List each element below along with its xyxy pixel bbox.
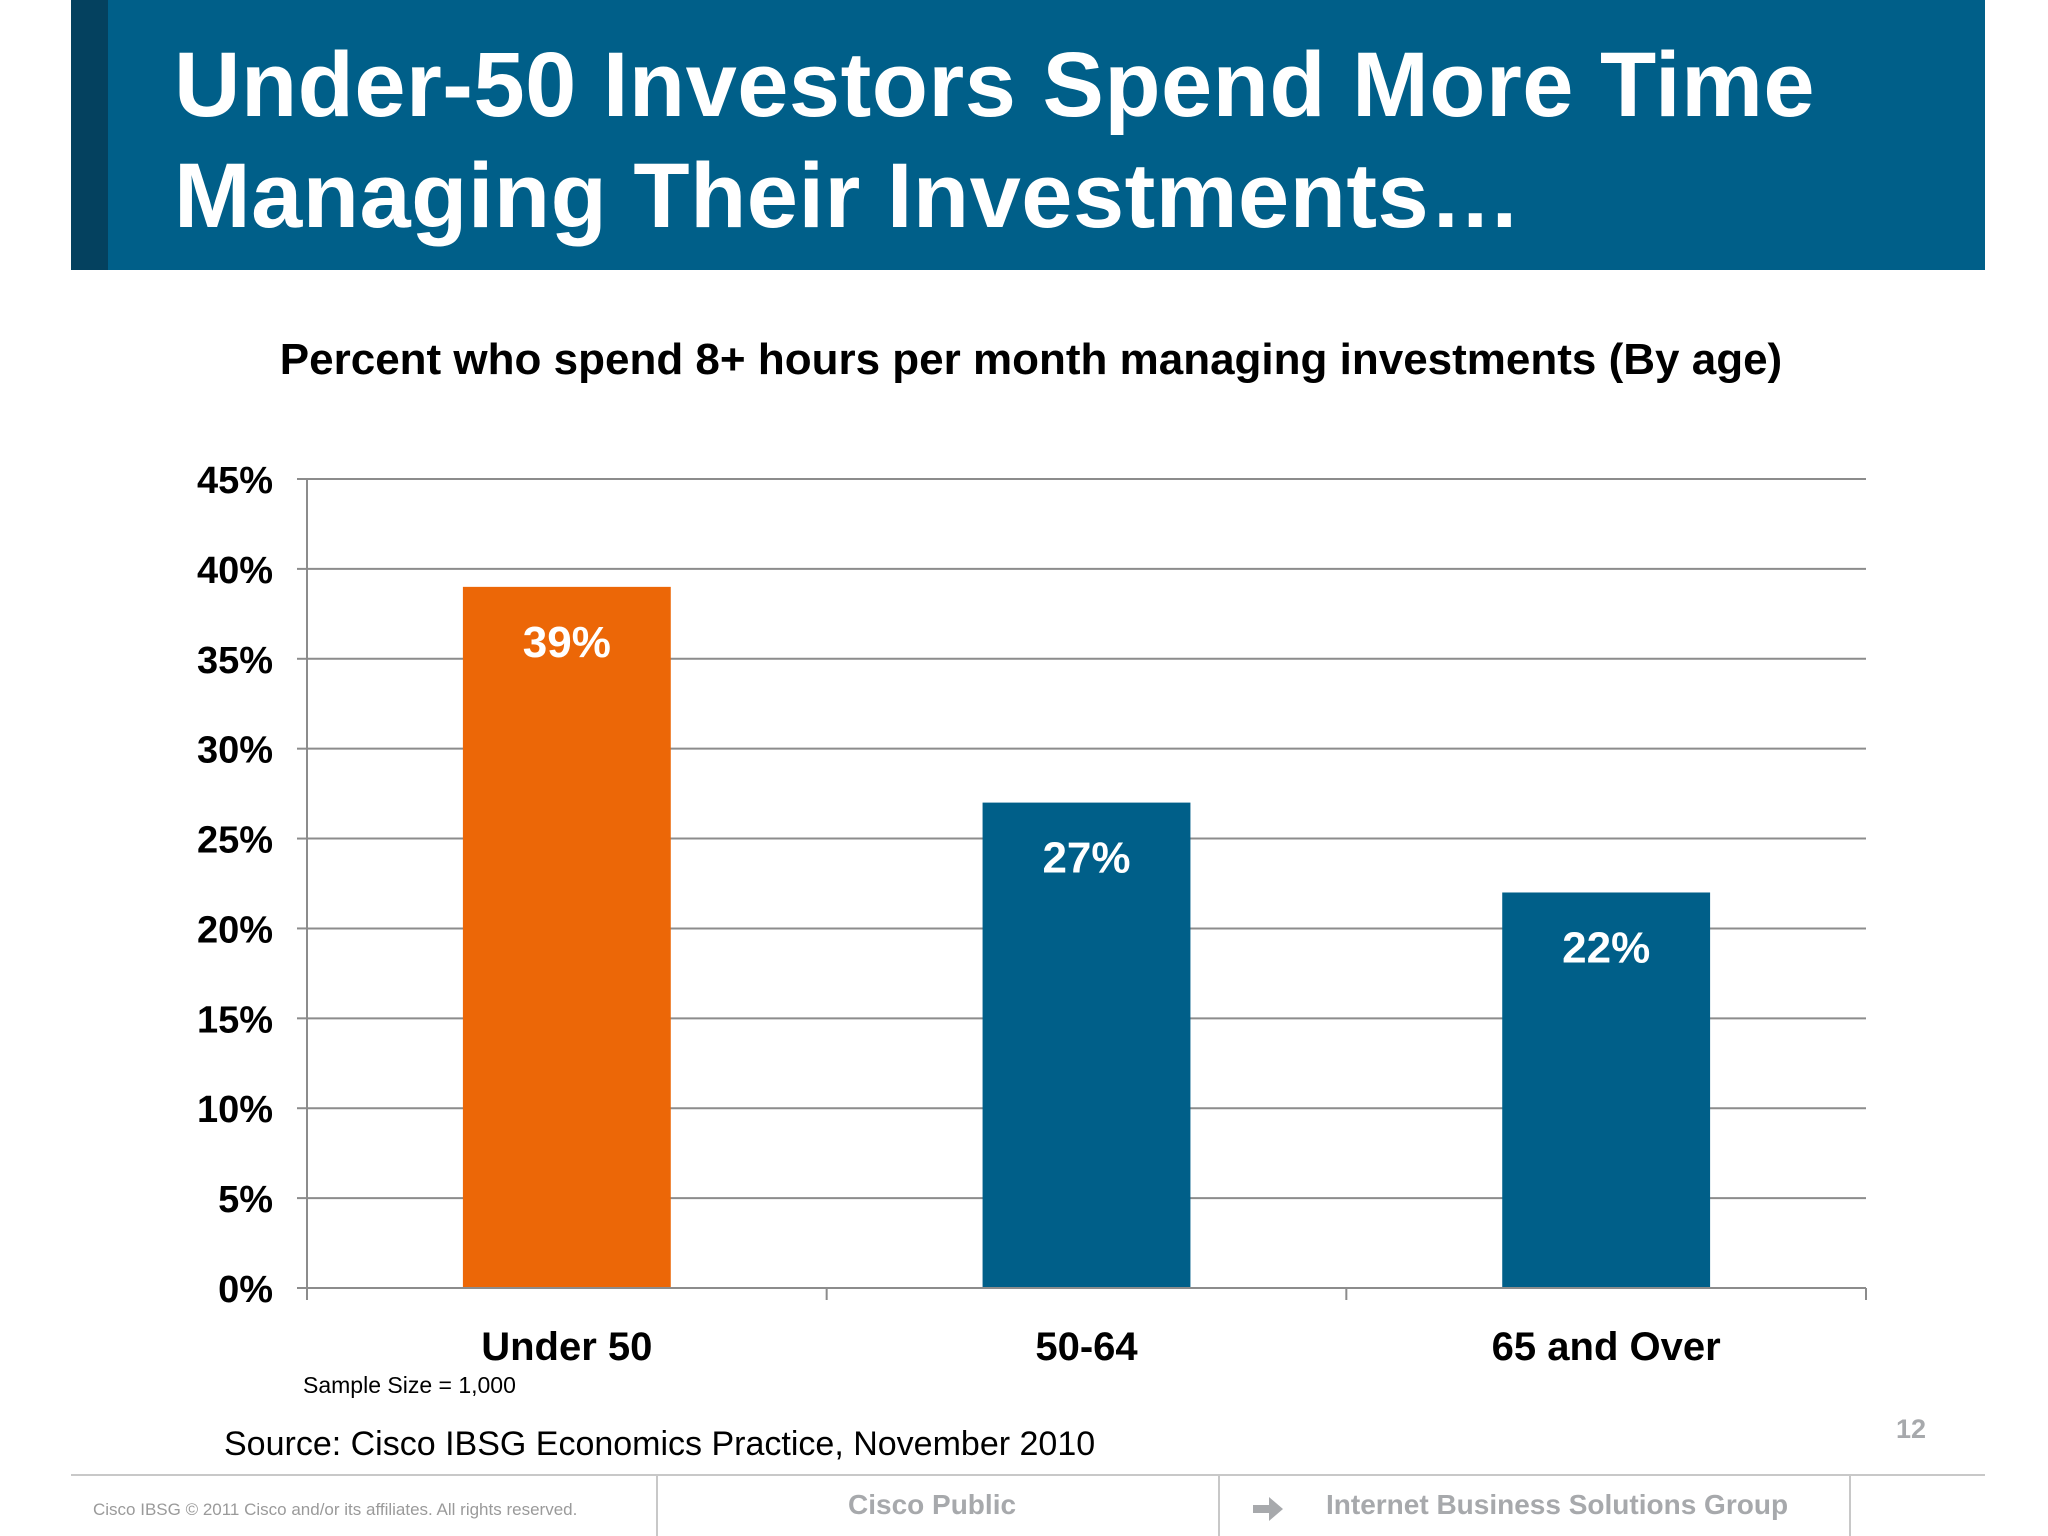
footer-divider [71,1474,1985,1476]
footer-separator [1218,1476,1220,1536]
y-tick-label: 0% [218,1269,273,1311]
chart-title: Percent who spend 8+ hours per month man… [280,335,1782,384]
footer-separator [1849,1476,1851,1536]
arrow-right-icon [1253,1497,1283,1521]
bar-65-and-over [1502,892,1711,1288]
title-bar [71,0,1985,270]
data-label: 39% [523,618,611,667]
title-accent-stripe [71,0,108,270]
y-tick-label: 20% [197,909,273,951]
data-label: 22% [1562,923,1650,972]
footer-classification: Cisco Public [848,1489,1017,1520]
bars [462,586,1711,1288]
labels: 0% 5% 10% 15% 20% 25% 30% 35% 40% 45% 39% Under 50 2… [197,460,1721,1369]
y-tick-label: 15% [197,999,273,1041]
footer-separator [656,1476,658,1536]
axes [297,478,1867,1300]
source-note: Source: Cisco IBSG Economics Practice, N… [224,1425,1096,1463]
x-category-label: 50-64 [1035,1325,1138,1369]
y-tick-label: 25% [197,820,273,862]
page-number: 12 [1896,1414,1927,1444]
y-tick-label: 30% [197,730,273,772]
y-tick-label: 35% [197,640,273,682]
bar-50-64 [982,802,1191,1288]
x-category-label: Under 50 [481,1325,652,1369]
data-label: 27% [1042,834,1130,883]
footer-copyright: Cisco IBSG © 2011 Cisco and/or its affil… [93,1500,578,1519]
sample-size-note: Sample Size = 1,000 [303,1372,516,1398]
footer-group-name: Internet Business Solutions Group [1326,1489,1789,1520]
bar-under-50 [462,586,671,1288]
y-tick-label: 5% [218,1179,273,1221]
slide-title: Under-50 Investors Spend More Time Manag… [174,34,1816,247]
y-tick-label: 10% [197,1089,273,1131]
y-tick-label: 45% [197,460,273,502]
y-tick-label: 40% [197,550,273,592]
x-category-label: 65 and Over [1492,1325,1721,1369]
